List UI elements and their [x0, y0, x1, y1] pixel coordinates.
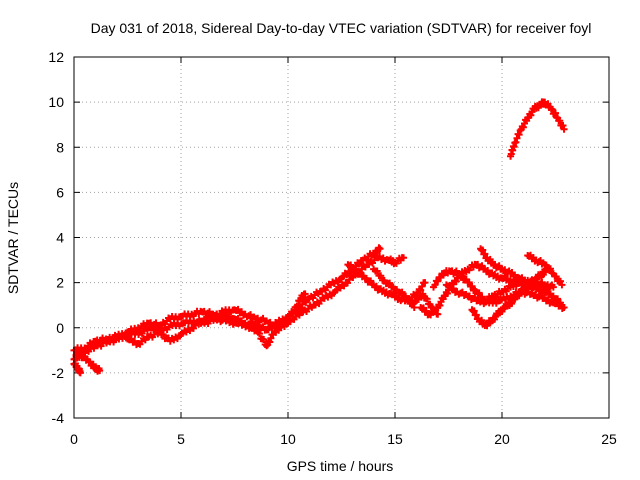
y-axis-ticks: -4 -2 0 2 4 6 8 10 12	[48, 49, 609, 426]
data-point	[431, 281, 439, 289]
y-axis-label: SDTVAR / TECUs	[5, 182, 21, 294]
data-point	[479, 246, 487, 254]
x-axis-ticks: 0 5 10 15 20 25	[70, 57, 617, 447]
data-point	[556, 117, 564, 125]
data-point	[376, 245, 384, 253]
grid-lines	[74, 57, 609, 418]
data-point	[556, 277, 564, 285]
data-point	[468, 282, 476, 290]
data-point	[481, 250, 489, 258]
data-point	[548, 105, 556, 113]
data-point	[559, 122, 567, 130]
data-point	[470, 307, 478, 315]
y-tick-label: 6	[56, 184, 64, 200]
data-point	[541, 283, 549, 291]
y-tick-label: -2	[52, 365, 65, 381]
data-point	[393, 286, 401, 294]
data-point	[542, 261, 550, 269]
data-point	[512, 138, 520, 146]
x-tick-label: 25	[601, 431, 617, 447]
data-point	[377, 272, 385, 280]
data-point	[419, 290, 427, 298]
x-axis-label: GPS time / hours	[287, 458, 394, 474]
data-point	[266, 338, 274, 346]
x-tick-label: 15	[387, 431, 403, 447]
data-point	[373, 267, 381, 275]
chart-title: Day 031 of 2018, Sidereal Day-to-day VTE…	[91, 20, 592, 36]
y-tick-label: 12	[48, 49, 64, 65]
data-point	[449, 284, 457, 292]
data-point	[519, 123, 527, 131]
data-point	[475, 289, 483, 297]
data-point	[465, 278, 473, 286]
data-points	[70, 98, 568, 377]
data-point	[560, 125, 568, 133]
data-point	[267, 334, 275, 342]
data-point	[255, 330, 263, 338]
data-point	[547, 265, 555, 273]
data-point	[421, 279, 429, 287]
data-point	[293, 302, 301, 310]
data-point	[452, 277, 460, 285]
data-point	[446, 281, 454, 289]
data-point	[515, 131, 523, 139]
data-point	[423, 295, 431, 303]
data-point	[398, 288, 406, 296]
y-tick-label: 2	[56, 275, 64, 291]
data-point	[417, 286, 425, 294]
y-tick-label: 4	[56, 230, 64, 246]
data-point	[418, 282, 426, 290]
data-point	[458, 272, 466, 280]
data-point	[375, 244, 383, 252]
x-tick-label: 20	[494, 431, 510, 447]
data-point	[249, 323, 257, 331]
data-point	[472, 311, 480, 319]
data-point	[405, 295, 413, 303]
data-point	[76, 369, 84, 377]
plot-frame	[73, 56, 610, 419]
data-point	[367, 277, 375, 285]
data-point	[549, 283, 557, 291]
data-point	[560, 303, 568, 311]
data-point	[552, 109, 559, 117]
data-point	[434, 277, 442, 285]
x-tick-label: 5	[177, 431, 185, 447]
data-point	[301, 290, 309, 298]
data-point	[400, 254, 408, 262]
data-point	[386, 279, 394, 287]
y-tick-label: 8	[56, 139, 64, 155]
data-point	[286, 315, 294, 323]
data-point	[513, 134, 521, 142]
data-point	[284, 319, 292, 327]
x-tick-label: 10	[280, 431, 296, 447]
y-tick-label: 0	[56, 320, 64, 336]
data-point	[266, 318, 274, 326]
data-point	[436, 301, 444, 309]
data-point	[159, 330, 167, 338]
data-point	[96, 367, 104, 375]
y-tick-label: -4	[52, 410, 65, 426]
data-point	[558, 281, 566, 289]
x-tick-label: 0	[70, 431, 78, 447]
y-tick-label: 10	[48, 94, 64, 110]
data-point	[434, 310, 442, 318]
data-point	[552, 272, 560, 280]
data-point	[289, 309, 297, 317]
data-point	[89, 360, 97, 368]
data-point	[260, 335, 268, 343]
